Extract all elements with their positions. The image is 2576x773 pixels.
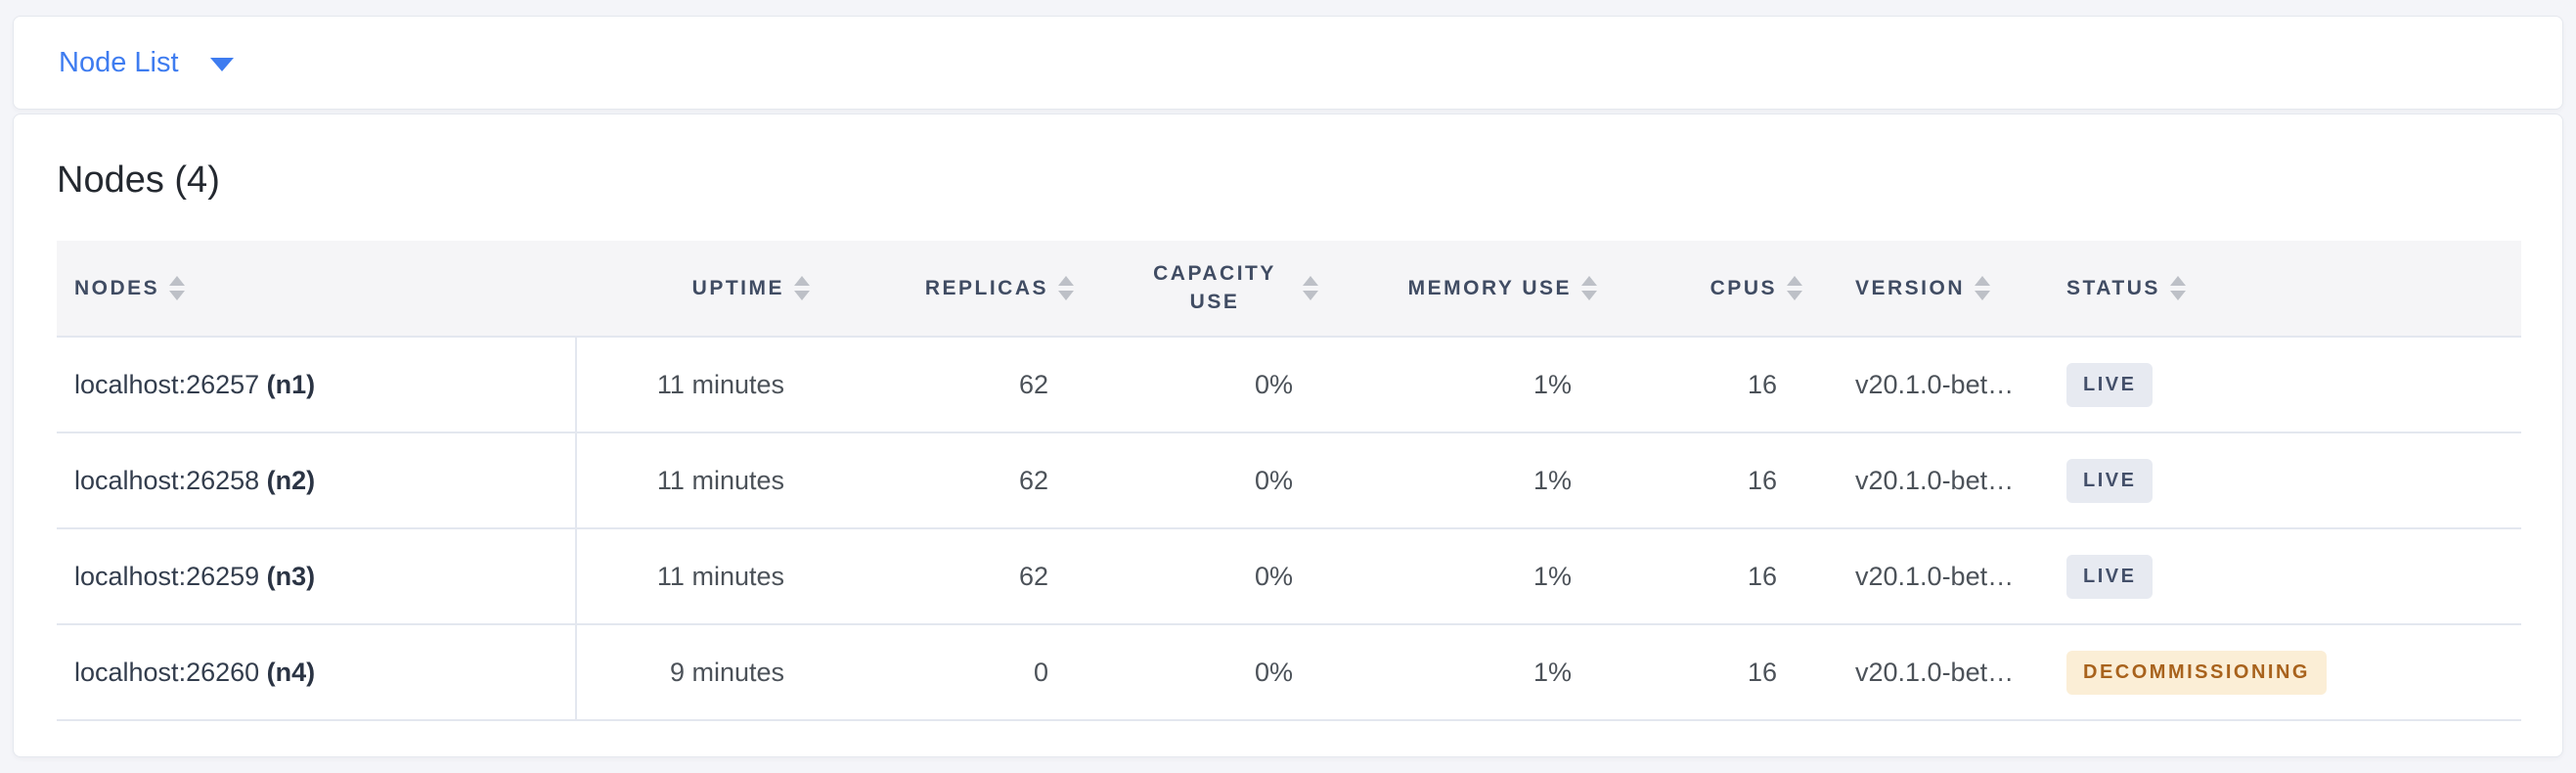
sort-icon bbox=[1975, 276, 1991, 300]
node-address: localhost:26258 bbox=[74, 465, 267, 495]
column-header-replicas[interactable]: REPLICAS bbox=[825, 241, 1089, 338]
cell-uptime: 11 minutes bbox=[575, 432, 825, 529]
status-badge: LIVE bbox=[2066, 554, 2154, 599]
column-header-cpus[interactable]: CPUS bbox=[1613, 241, 1818, 338]
sort-icon bbox=[1787, 276, 1802, 300]
column-label-uptime: UPTIME bbox=[691, 276, 784, 299]
table-row: localhost:26257 (n1) 11 minutes 62 0% 1% 16 v2… bbox=[57, 337, 2521, 433]
cell-version: v20.1.0-bet… bbox=[1818, 528, 2053, 625]
cell-memory_use: 1% bbox=[1334, 432, 1613, 529]
node-id: (n1) bbox=[266, 369, 316, 399]
column-label-replicas: REPLICAS bbox=[924, 276, 1048, 299]
column-label-cpus: CPUS bbox=[1710, 276, 1777, 299]
page: Node List Nodes (4) NODES UPTIME REPLICAS C… bbox=[13, 16, 2563, 757]
nodes-panel: Nodes (4) NODES UPTIME REPLICAS CAPACITY US… bbox=[13, 114, 2563, 757]
cell-nodes: localhost:26258 (n2) bbox=[57, 432, 576, 529]
node-address: localhost:26260 bbox=[74, 657, 267, 687]
view-switcher-label: Node List bbox=[59, 46, 179, 78]
nodes-table: NODES UPTIME REPLICAS CAPACITY USE MEMORY US… bbox=[57, 241, 2521, 721]
column-label-version: VERSION bbox=[1855, 276, 1966, 299]
sort-icon bbox=[1581, 276, 1597, 300]
node-address: localhost:26259 bbox=[74, 561, 267, 591]
column-header-nodes[interactable]: NODES bbox=[57, 241, 576, 338]
cell-nodes: localhost:26259 (n3) bbox=[57, 528, 576, 625]
cell-status: LIVE bbox=[2053, 528, 2521, 625]
table-row: localhost:26259 (n3) 11 minutes 62 0% 1% 16 v2… bbox=[57, 528, 2521, 625]
cell-version: v20.1.0-bet… bbox=[1818, 624, 2053, 721]
column-header-uptime[interactable]: UPTIME bbox=[576, 241, 825, 338]
cell-capacity_use: 0% bbox=[1089, 624, 1334, 721]
sort-icon bbox=[794, 276, 810, 300]
cell-cpus: 16 bbox=[1613, 528, 1818, 625]
cell-memory_use: 1% bbox=[1334, 624, 1613, 721]
column-header-version[interactable]: VERSION bbox=[1818, 241, 2053, 338]
cell-replicas: 62 bbox=[825, 432, 1089, 529]
status-badge: LIVE bbox=[2066, 458, 2154, 503]
cell-replicas: 0 bbox=[825, 624, 1089, 721]
sort-icon bbox=[1303, 276, 1318, 300]
cell-status: DECOMMISSIONING bbox=[2053, 624, 2521, 721]
sort-icon bbox=[1058, 276, 1074, 300]
cell-uptime: 11 minutes bbox=[575, 337, 825, 433]
cell-status: LIVE bbox=[2053, 432, 2521, 529]
column-header-memory_use[interactable]: MEMORY USE bbox=[1334, 241, 1613, 338]
cell-cpus: 16 bbox=[1613, 624, 1818, 721]
table-row: localhost:26260 (n4) 9 minutes 0 0% 1% 16 v20.… bbox=[57, 624, 2521, 721]
view-switcher-dropdown[interactable]: Node List bbox=[59, 47, 234, 79]
column-header-status[interactable]: STATUS bbox=[2053, 241, 2521, 338]
cell-nodes: localhost:26260 (n4) bbox=[57, 624, 576, 721]
sort-icon bbox=[169, 276, 186, 300]
cell-cpus: 16 bbox=[1613, 337, 1818, 433]
column-label-memory_use: MEMORY USE bbox=[1407, 276, 1572, 299]
status-badge: LIVE bbox=[2066, 362, 2154, 407]
table-body: localhost:26257 (n1) 11 minutes 62 0% 1% 16 v2… bbox=[57, 337, 2521, 721]
cell-uptime: 11 minutes bbox=[575, 528, 825, 625]
cell-version: v20.1.0-bet… bbox=[1818, 432, 2053, 529]
page-title: Nodes (4) bbox=[57, 159, 220, 201]
cell-version: v20.1.0-bet… bbox=[1818, 337, 2053, 433]
sort-icon bbox=[2169, 276, 2186, 300]
column-label-nodes: NODES bbox=[74, 276, 160, 299]
cell-replicas: 62 bbox=[825, 337, 1089, 433]
node-id: (n4) bbox=[266, 657, 316, 687]
column-label-capacity_use: CAPACITY USE bbox=[1153, 262, 1276, 313]
cell-capacity_use: 0% bbox=[1089, 337, 1334, 433]
status-badge: DECOMMISSIONING bbox=[2066, 650, 2327, 695]
cell-replicas: 62 bbox=[825, 528, 1089, 625]
caret-down-icon bbox=[209, 58, 234, 71]
table-row: localhost:26258 (n2) 11 minutes 62 0% 1% 16 v2… bbox=[57, 432, 2521, 529]
node-id: (n2) bbox=[266, 465, 316, 495]
cell-status: LIVE bbox=[2053, 337, 2521, 433]
cell-memory_use: 1% bbox=[1334, 528, 1613, 625]
node-address: localhost:26257 bbox=[74, 369, 267, 399]
cell-cpus: 16 bbox=[1613, 432, 1818, 529]
cell-capacity_use: 0% bbox=[1089, 432, 1334, 529]
cell-uptime: 9 minutes bbox=[575, 624, 825, 721]
topbar: Node List bbox=[13, 16, 2563, 110]
cell-nodes: localhost:26257 (n1) bbox=[57, 337, 576, 433]
column-label-status: STATUS bbox=[2066, 276, 2160, 299]
cell-capacity_use: 0% bbox=[1089, 528, 1334, 625]
table-header-row: NODES UPTIME REPLICAS CAPACITY USE MEMORY US… bbox=[57, 241, 2521, 338]
node-id: (n3) bbox=[266, 561, 316, 591]
column-header-capacity_use[interactable]: CAPACITY USE bbox=[1089, 241, 1334, 338]
cell-memory_use: 1% bbox=[1334, 337, 1613, 433]
